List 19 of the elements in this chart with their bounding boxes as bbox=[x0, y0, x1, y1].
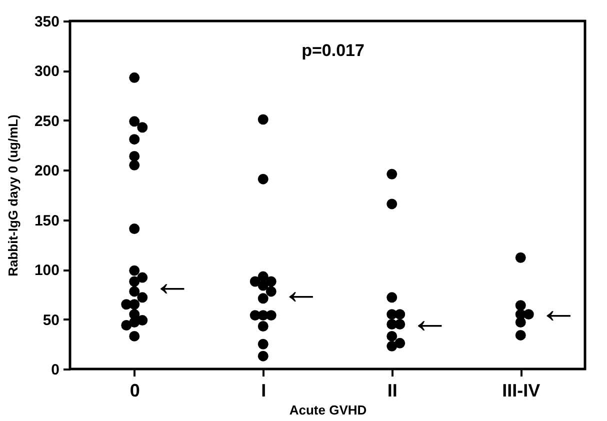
y-tick-label: 100 bbox=[34, 262, 60, 280]
y-tick-label: 50 bbox=[42, 312, 60, 329]
y-tick-label: 350 bbox=[34, 14, 60, 30]
x-tick-label: 0 bbox=[130, 380, 140, 400]
y-tick-label: 0 bbox=[51, 362, 60, 378]
annotation: p=0.017 bbox=[302, 41, 364, 60]
y-axis-title: Rabbit-IgG dayy 0 (ug/mL) bbox=[5, 114, 20, 276]
y-tick-label: 200 bbox=[34, 162, 60, 180]
annotation: ← bbox=[152, 260, 192, 304]
annotation: ← bbox=[538, 287, 579, 332]
x-axis-title: Acute GVHD bbox=[289, 402, 367, 418]
x-tick-label: II bbox=[387, 380, 398, 400]
x-tick-label: I bbox=[261, 380, 266, 400]
annotation: ← bbox=[410, 297, 450, 342]
x-tick-label: III-IV bbox=[502, 380, 540, 400]
annotation: ← bbox=[281, 268, 322, 312]
y-tick-label: 250 bbox=[34, 112, 60, 130]
y-tick-label: 150 bbox=[34, 212, 60, 230]
y-tick-label: 300 bbox=[34, 63, 60, 80]
